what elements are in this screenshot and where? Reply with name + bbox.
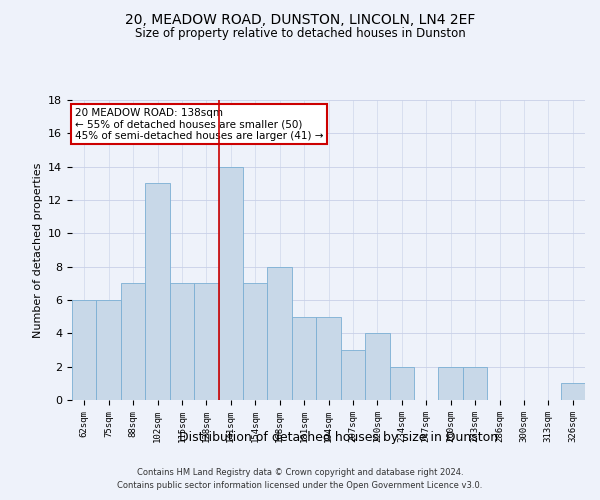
Text: Contains HM Land Registry data © Crown copyright and database right 2024.: Contains HM Land Registry data © Crown c… [137,468,463,477]
Bar [72,300,97,400]
Text: Contains public sector information licensed under the Open Government Licence v3: Contains public sector information licen… [118,482,482,490]
Bar [389,366,414,400]
Bar [292,316,316,400]
Bar [341,350,365,400]
Text: 20 MEADOW ROAD: 138sqm
← 55% of detached houses are smaller (50)
45% of semi-det: 20 MEADOW ROAD: 138sqm ← 55% of detached… [74,108,323,140]
Text: Distribution of detached houses by size in Dunston: Distribution of detached houses by size … [179,431,499,444]
Text: Size of property relative to detached houses in Dunston: Size of property relative to detached ho… [134,28,466,40]
Bar [145,184,170,400]
Bar [170,284,194,400]
Bar [463,366,487,400]
Bar [560,384,585,400]
Bar [316,316,341,400]
Bar [194,284,218,400]
Bar [365,334,389,400]
Bar [121,284,145,400]
Bar [439,366,463,400]
Bar [243,284,268,400]
Y-axis label: Number of detached properties: Number of detached properties [32,162,43,338]
Text: 20, MEADOW ROAD, DUNSTON, LINCOLN, LN4 2EF: 20, MEADOW ROAD, DUNSTON, LINCOLN, LN4 2… [125,12,475,26]
Bar [268,266,292,400]
Bar [218,166,243,400]
Bar [97,300,121,400]
